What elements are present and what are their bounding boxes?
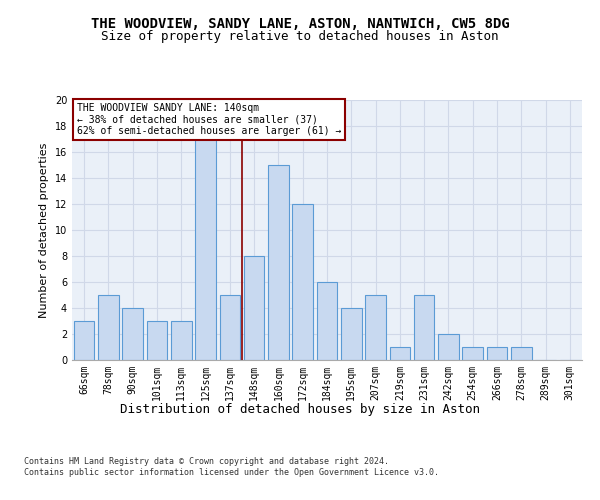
Text: THE WOODVIEW, SANDY LANE, ASTON, NANTWICH, CW5 8DG: THE WOODVIEW, SANDY LANE, ASTON, NANTWIC… <box>91 18 509 32</box>
Text: Contains HM Land Registry data © Crown copyright and database right 2024.
Contai: Contains HM Land Registry data © Crown c… <box>24 458 439 477</box>
Bar <box>220 295 240 360</box>
Bar <box>244 256 265 360</box>
Bar <box>195 139 216 360</box>
Bar <box>511 347 532 360</box>
Bar <box>317 282 337 360</box>
Bar <box>365 295 386 360</box>
Bar <box>389 347 410 360</box>
Y-axis label: Number of detached properties: Number of detached properties <box>39 142 49 318</box>
Bar <box>98 295 119 360</box>
Bar <box>292 204 313 360</box>
Text: Distribution of detached houses by size in Aston: Distribution of detached houses by size … <box>120 402 480 415</box>
Bar <box>74 321 94 360</box>
Bar <box>463 347 483 360</box>
Bar <box>146 321 167 360</box>
Bar <box>171 321 191 360</box>
Bar <box>122 308 143 360</box>
Bar <box>487 347 508 360</box>
Bar <box>414 295 434 360</box>
Bar <box>341 308 362 360</box>
Text: THE WOODVIEW SANDY LANE: 140sqm
← 38% of detached houses are smaller (37)
62% of: THE WOODVIEW SANDY LANE: 140sqm ← 38% of… <box>77 102 341 136</box>
Bar <box>438 334 459 360</box>
Bar <box>268 165 289 360</box>
Text: Size of property relative to detached houses in Aston: Size of property relative to detached ho… <box>101 30 499 43</box>
